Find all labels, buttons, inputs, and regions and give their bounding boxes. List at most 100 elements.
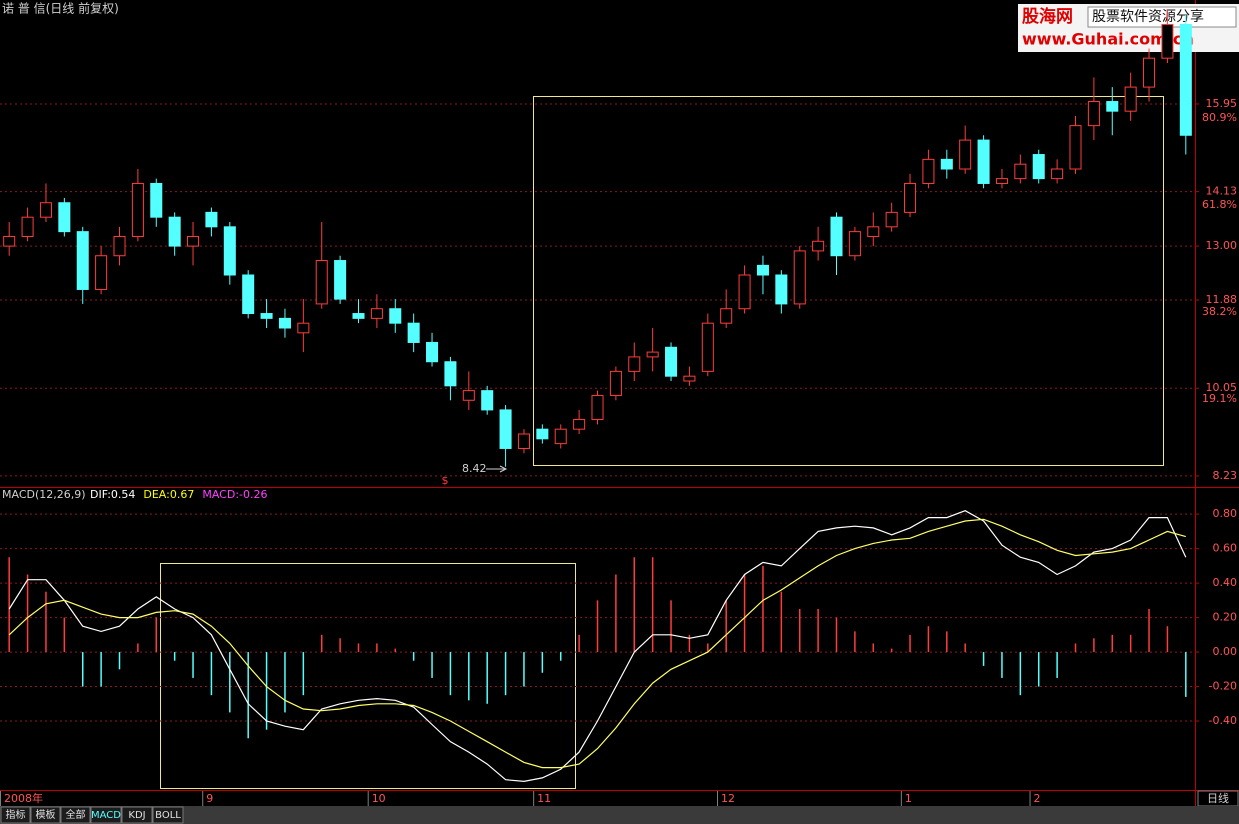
candle-body [481, 390, 494, 411]
y-tick-label: 8.23 [1213, 469, 1238, 482]
readout: DIF:0.54 [90, 488, 135, 501]
candle-body [1106, 101, 1119, 112]
candle-body [904, 182, 917, 213]
indicator-label: MACD(12,26,9) [2, 488, 86, 501]
candle-body [76, 231, 89, 290]
candle-body [205, 211, 218, 228]
y-tick-label: 0.40 [1213, 576, 1238, 589]
candle-body [517, 433, 530, 449]
candle-body [21, 216, 34, 237]
x-tick-label: 12 [721, 792, 735, 805]
tab-label[interactable]: 模板 [36, 808, 56, 821]
y-tick-label: -0.20 [1209, 680, 1237, 693]
candle-body [499, 409, 512, 449]
tab[interactable] [121, 806, 153, 824]
candle-body [701, 322, 714, 372]
highlight-box [160, 563, 576, 789]
fib-label: 80.9% [1202, 111, 1237, 124]
tab[interactable] [30, 806, 61, 824]
candle-body [95, 255, 108, 290]
tab-label[interactable]: 指标 [6, 808, 26, 821]
logo-brand: 股海网 [1022, 6, 1073, 27]
candle-body [113, 235, 126, 257]
candle-body [39, 202, 52, 218]
x-tick-label: 1 [905, 792, 912, 805]
candle-body [1051, 168, 1064, 180]
x-tick-label: 9 [206, 792, 213, 805]
x-tick-label: 11 [537, 792, 551, 805]
candle-body [628, 356, 641, 372]
fib-label: 19.1% [1202, 392, 1237, 405]
candle-body [223, 226, 236, 276]
readout: MACD:-0.26 [202, 488, 267, 501]
candle-body [830, 216, 843, 257]
candle-body [665, 346, 678, 377]
candle-body [885, 211, 898, 228]
x-tick-label: 2008年 [4, 791, 43, 805]
candle-body [793, 250, 806, 305]
x-tick-label: 10 [372, 792, 386, 805]
macd-line [8, 518, 1186, 769]
candle-body [278, 317, 291, 329]
candle-body [720, 308, 733, 324]
candle-body [756, 264, 769, 276]
period-label: 日线 [1207, 791, 1229, 805]
candle-body [260, 313, 273, 319]
fib-label: 38.2% [1202, 305, 1237, 318]
logo-url: www.Guhai.com.cn [1022, 30, 1194, 49]
y-tick-label: 13.00 [1206, 239, 1238, 252]
tab[interactable] [152, 806, 184, 824]
tab[interactable] [60, 806, 91, 824]
candle-body [591, 394, 604, 421]
readout: DEA:0.67 [143, 488, 194, 501]
candle-body [3, 235, 16, 247]
candle-body [1032, 154, 1045, 180]
tab[interactable] [0, 806, 31, 824]
logo-slogan: 股票软件资源分享 [1092, 8, 1204, 25]
candle-body [683, 375, 696, 382]
candle-body [58, 202, 71, 233]
candle-body [444, 361, 457, 387]
macd-line [8, 510, 1187, 783]
y-tick-label: 0.20 [1213, 611, 1238, 624]
candle-body [1087, 101, 1100, 127]
y-tick-label: 0.60 [1213, 542, 1238, 555]
y-tick-label: 10.05 [1206, 381, 1238, 394]
candle-body [812, 240, 825, 252]
low-arrow-head [499, 465, 508, 473]
candle-body [959, 139, 972, 170]
fib-label: 61.8% [1202, 198, 1237, 211]
candle-body [389, 308, 402, 324]
tab-bar [0, 806, 1239, 824]
candle-body [775, 274, 788, 305]
candle-body [922, 158, 935, 184]
candle-body [646, 351, 659, 358]
candle-body [370, 308, 383, 319]
y-tick-label: 11.88 [1206, 293, 1238, 306]
candle-body [554, 428, 567, 445]
candle-body [334, 260, 347, 300]
candle-body [150, 182, 163, 218]
tab-label[interactable]: BOLL [155, 810, 181, 821]
candle-body [977, 139, 990, 184]
x-tick-label: 2 [1034, 792, 1041, 805]
tab-label[interactable]: KDJ [128, 810, 145, 821]
candle-body [187, 235, 200, 247]
candle-body [407, 322, 420, 343]
tab[interactable] [90, 806, 122, 824]
candle-body [1069, 125, 1082, 170]
tab-label[interactable]: MACD [91, 810, 121, 821]
candle-body [940, 158, 953, 170]
candle-body [1179, 23, 1192, 136]
candle-body [462, 390, 475, 401]
candle-body [867, 226, 880, 237]
candle-body [131, 182, 144, 237]
highlight-box [533, 96, 1164, 466]
candle-body [297, 322, 310, 334]
candle-body [995, 178, 1008, 184]
tab-label[interactable]: 全部 [66, 808, 86, 821]
y-tick-label: -0.40 [1209, 714, 1237, 727]
candle-body [609, 370, 622, 396]
